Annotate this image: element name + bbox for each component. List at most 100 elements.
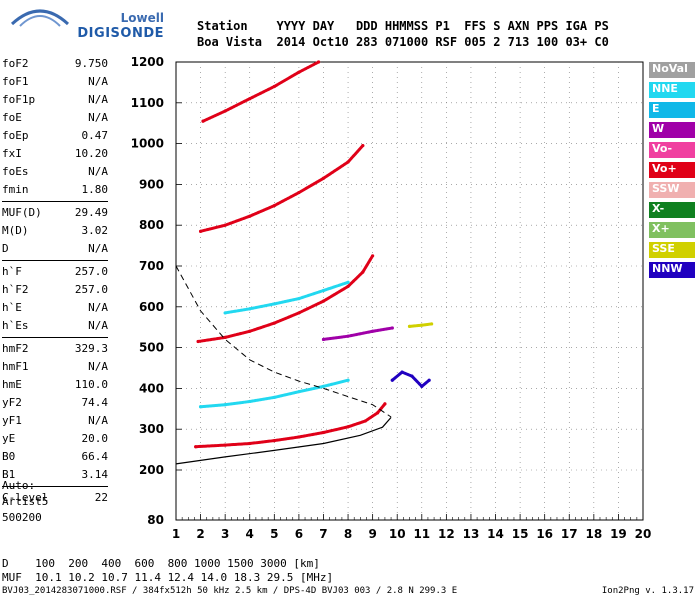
echo-point xyxy=(297,70,301,74)
x-tick-label: 11 xyxy=(413,527,430,541)
echo-point xyxy=(297,390,301,394)
echo-point xyxy=(223,403,227,407)
param-row: h`E N/A xyxy=(2,299,108,317)
echo-point xyxy=(346,284,350,288)
param-row: hmF1 N/A xyxy=(2,358,108,376)
param-label: foEp xyxy=(2,129,29,142)
param-value: 22 xyxy=(94,491,108,504)
param-label: B0 xyxy=(2,450,16,463)
echo-point xyxy=(272,302,276,306)
logo-line1: Lowell xyxy=(120,11,164,25)
echo-point xyxy=(371,254,375,258)
echo-point xyxy=(198,229,203,233)
param-label: hmF2 xyxy=(2,342,29,355)
y-tick-label: 800 xyxy=(139,218,164,232)
x-tick-label: 3 xyxy=(221,527,229,541)
legend-item: E xyxy=(649,102,695,118)
echo-point xyxy=(410,374,414,378)
param-row: foE N/A xyxy=(2,109,108,127)
param-value: N/A xyxy=(88,319,108,332)
param-value: 29.49 xyxy=(74,206,108,219)
y-tick-label: 600 xyxy=(139,300,164,314)
param-value: N/A xyxy=(88,242,108,255)
param-label: h`Es xyxy=(2,319,29,332)
param-row: C-level 22 xyxy=(2,489,108,507)
echo-point xyxy=(346,160,350,164)
param-label: h`E xyxy=(2,301,22,314)
echo-point xyxy=(430,322,434,326)
true-height-profile xyxy=(175,417,392,465)
param-value: N/A xyxy=(88,111,108,124)
x-tick-label: 1 xyxy=(172,527,180,541)
param-value: N/A xyxy=(88,414,108,427)
param-value: 66.4 xyxy=(81,450,109,463)
autoscaling-info: Auto: Artist5 500200 xyxy=(2,478,48,526)
param-row: M(D) 3.02 xyxy=(2,222,108,240)
echo-point xyxy=(248,441,252,446)
param-label: foF2 xyxy=(2,57,29,70)
param-label: yF1 xyxy=(2,414,22,427)
param-row: yE 20.0 xyxy=(2,430,108,448)
param-row: hmE 110.0 xyxy=(2,376,108,394)
param-row: foEs N/A xyxy=(2,163,108,181)
echo-point xyxy=(346,334,350,338)
param-row: yF2 74.4 xyxy=(2,394,108,412)
x-tick-label: 17 xyxy=(561,527,578,541)
echo-point xyxy=(371,329,375,333)
legend-item: W xyxy=(649,122,695,138)
echo-point xyxy=(400,370,404,374)
param-value: N/A xyxy=(88,165,108,178)
legend: NoVal NNE E W Vo- Vo+ SSW X- X+ SSE NNW xyxy=(649,62,695,282)
param-value: 74.4 xyxy=(81,396,109,409)
param-value: 110.0 xyxy=(74,378,108,391)
param-label: B1 xyxy=(2,468,16,481)
echo-point xyxy=(321,430,326,435)
x-tick-label: 5 xyxy=(270,527,278,541)
legend-item: Vo+ xyxy=(649,162,695,178)
param-label: D xyxy=(2,242,9,255)
param-value: 257.0 xyxy=(74,265,108,278)
param-label: C-level xyxy=(2,491,49,504)
echo-point xyxy=(321,337,326,342)
x-tick-label: 18 xyxy=(585,527,602,541)
echo-point xyxy=(248,214,252,218)
muf-distance-row: D 100 200 400 600 800 1000 1500 3000 [km… xyxy=(2,557,320,570)
header-labels: Station YYYY DAY DDD HHMMSS P1 FFS S AXN… xyxy=(197,19,609,33)
x-tick-label: 7 xyxy=(319,527,327,541)
version-label: Ion2Png v. 1.3.17 xyxy=(601,586,694,596)
echo-point xyxy=(427,378,431,382)
param-value: 3.14 xyxy=(81,468,109,481)
param-value: 3.02 xyxy=(81,224,109,237)
plot-frame xyxy=(175,61,644,521)
param-row: foF2 9.750 xyxy=(2,55,108,73)
y-tick-label: 1200 xyxy=(131,55,164,69)
x-tick-label: 9 xyxy=(368,527,376,541)
param-row: yF1 N/A xyxy=(2,412,108,430)
param-row: B0 66.4 xyxy=(2,448,108,466)
param-value: N/A xyxy=(88,93,108,106)
param-row: h`Es N/A xyxy=(2,317,108,335)
x-tick-label: 8 xyxy=(344,527,352,541)
param-label: foEs xyxy=(2,165,29,178)
echo-point xyxy=(383,402,387,406)
y-tick-label: 500 xyxy=(139,341,164,355)
y-tick-label: 1000 xyxy=(131,137,164,151)
echo-trace xyxy=(194,402,387,449)
echo-point xyxy=(316,60,321,64)
echo-point xyxy=(248,399,252,404)
echo-trace xyxy=(223,280,350,315)
parameter-panel: foF2 9.750 foF1 N/A foF1p N/A foE N/A foEp 0.47 fx… xyxy=(2,55,108,507)
echo-point xyxy=(321,176,326,180)
param-row: h`F 257.0 xyxy=(2,263,108,281)
echo-point xyxy=(420,384,424,388)
dashed-model-curve xyxy=(175,265,392,418)
echo-point xyxy=(223,335,227,339)
echo-point xyxy=(390,326,394,330)
param-row: hmF2 329.3 xyxy=(2,340,108,358)
echo-point xyxy=(201,119,205,123)
param-label: fxI xyxy=(2,147,22,160)
param-value: N/A xyxy=(88,75,108,88)
legend-item: NNE xyxy=(649,82,695,98)
echo-point xyxy=(321,384,326,388)
param-label: foF1 xyxy=(2,75,29,88)
